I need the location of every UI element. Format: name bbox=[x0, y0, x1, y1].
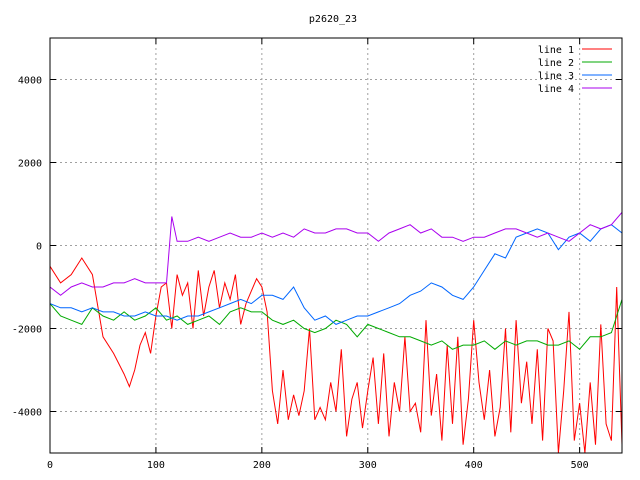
x-tick-label: 500 bbox=[571, 460, 589, 471]
series-line-1 bbox=[50, 257, 622, 453]
x-tick-label: 300 bbox=[359, 460, 377, 471]
y-tick-label: 2000 bbox=[18, 159, 42, 170]
y-tick-label: 0 bbox=[36, 242, 42, 253]
legend-label-3: line 3 bbox=[538, 71, 574, 82]
x-tick-label: 100 bbox=[147, 460, 165, 471]
x-tick-label: 200 bbox=[253, 460, 271, 471]
legend-label-1: line 1 bbox=[538, 45, 574, 56]
series-line-4 bbox=[50, 211, 622, 296]
x-tick-label: 0 bbox=[47, 460, 53, 471]
x-axis: 0 100 200 300 400 500 bbox=[47, 38, 589, 471]
chart-title: p2620_23 bbox=[309, 14, 357, 25]
x-tick-label: 400 bbox=[465, 460, 483, 471]
legend-label-4: line 4 bbox=[538, 84, 574, 95]
series-line-2 bbox=[50, 299, 622, 350]
y-tick-label: -4000 bbox=[12, 408, 42, 419]
legend-label-2: line 2 bbox=[538, 58, 574, 69]
y-axis: -4000 -2000 0 2000 4000 bbox=[12, 76, 622, 419]
series-group bbox=[50, 211, 622, 453]
y-tick-label: -2000 bbox=[12, 325, 42, 336]
y-tick-label: 4000 bbox=[18, 76, 42, 87]
legend: line 1 line 2 line 3 line 4 bbox=[538, 45, 612, 95]
